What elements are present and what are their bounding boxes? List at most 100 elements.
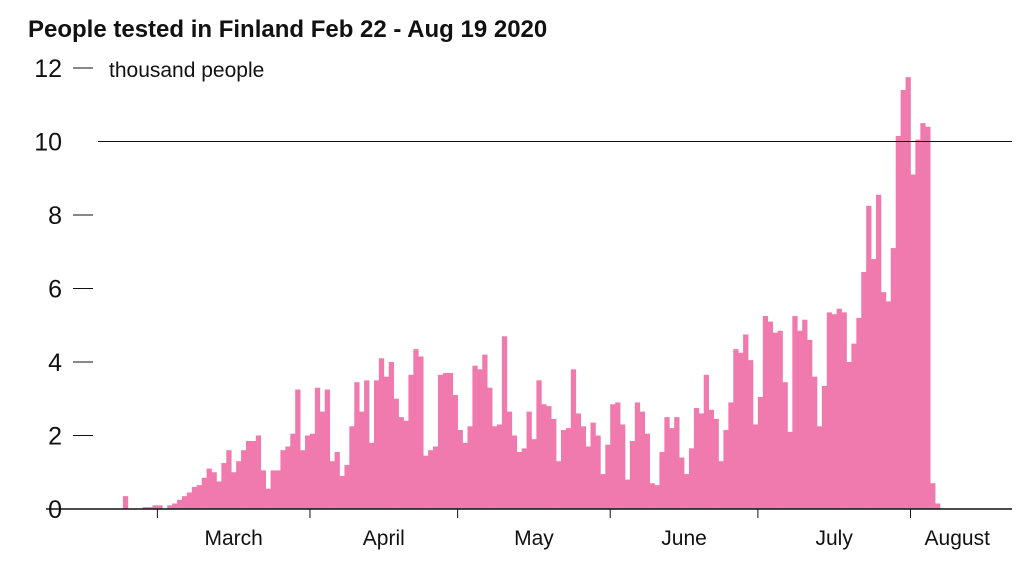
bar — [437, 374, 444, 509]
bar — [344, 464, 350, 509]
bar — [428, 450, 434, 509]
bar — [334, 452, 340, 509]
chart-title: People tested in Finland Feb 22 - Aug 19… — [28, 16, 548, 43]
bar — [423, 455, 429, 509]
bar — [492, 426, 498, 509]
bar — [329, 461, 335, 509]
bar — [718, 461, 724, 509]
bar — [181, 496, 188, 509]
bar — [615, 402, 621, 509]
bar — [728, 402, 734, 509]
bar — [457, 429, 463, 509]
bar — [157, 505, 163, 509]
bars-group — [122, 77, 941, 510]
bar — [260, 470, 267, 509]
bar — [693, 407, 700, 509]
bar — [905, 77, 911, 509]
bar — [521, 448, 527, 509]
bar — [403, 420, 409, 509]
bar — [826, 312, 833, 509]
x-month-label: June — [661, 527, 707, 550]
y-axis: 0 2 4 6 8 10 12 — [34, 55, 93, 524]
bar — [565, 428, 572, 509]
bar — [354, 382, 360, 509]
bar — [590, 422, 596, 509]
bar — [605, 444, 611, 509]
bar — [201, 477, 207, 509]
bar — [398, 417, 404, 510]
bar — [231, 472, 237, 509]
bar — [270, 470, 276, 509]
bar — [447, 373, 454, 509]
bar — [787, 431, 793, 509]
bar — [561, 429, 567, 509]
bar — [285, 446, 291, 509]
bar — [767, 321, 773, 509]
bar — [861, 271, 867, 509]
bar — [733, 349, 739, 509]
bar — [703, 374, 710, 509]
bar — [497, 424, 503, 509]
bar — [319, 411, 326, 509]
bar — [841, 312, 847, 509]
bar — [477, 369, 483, 509]
bar — [792, 316, 798, 509]
bar — [408, 374, 414, 509]
bar — [413, 349, 419, 509]
bar — [669, 428, 675, 509]
bar — [595, 435, 601, 509]
bar — [812, 376, 818, 509]
bar — [600, 474, 606, 509]
bar — [275, 470, 281, 509]
bar — [777, 330, 783, 509]
bar — [452, 395, 458, 509]
bar — [679, 457, 685, 509]
bar — [265, 488, 271, 509]
y-tick-label: 0 — [48, 496, 62, 524]
bar — [122, 496, 129, 509]
bar — [713, 418, 719, 509]
bar — [639, 411, 646, 509]
bar — [762, 316, 769, 509]
x-month-label: August — [925, 527, 991, 550]
bar — [418, 356, 424, 509]
x-axis: March April May June July August — [156, 509, 991, 550]
bar — [300, 450, 306, 509]
bar — [433, 446, 439, 509]
bar — [654, 485, 660, 509]
bar — [250, 441, 257, 509]
x-month-label: May — [514, 527, 554, 550]
bar — [314, 387, 321, 509]
bar — [393, 398, 399, 509]
bar — [688, 448, 695, 509]
bar — [876, 194, 882, 510]
bar — [885, 301, 892, 509]
bar — [364, 380, 370, 510]
bar — [295, 389, 301, 509]
bar — [467, 426, 473, 509]
bar — [580, 426, 586, 509]
bar — [339, 475, 345, 509]
bar — [935, 503, 941, 509]
bar — [757, 396, 764, 509]
bar — [147, 507, 153, 509]
bar — [152, 505, 158, 509]
bar — [570, 369, 577, 509]
bar — [482, 354, 488, 509]
y-tick-label: 8 — [48, 202, 62, 230]
bar — [851, 343, 857, 510]
bar — [649, 483, 655, 509]
bar — [142, 507, 148, 509]
bar — [748, 360, 754, 509]
bar — [866, 205, 872, 509]
bar — [172, 503, 178, 509]
bar — [487, 387, 493, 509]
bar — [541, 404, 547, 509]
bar — [373, 380, 380, 510]
bar — [551, 418, 557, 509]
bar — [536, 380, 542, 510]
bar — [462, 442, 468, 509]
y-axis-unit-label: thousand people — [109, 59, 264, 82]
bar — [752, 424, 759, 509]
